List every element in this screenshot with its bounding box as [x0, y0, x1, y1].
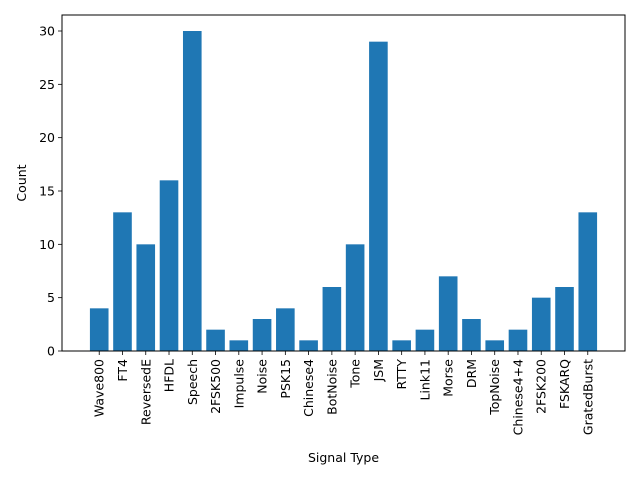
bar-JSM	[369, 41, 388, 352]
x-tick-label: TopNoise	[487, 359, 502, 416]
bar-Noise	[252, 319, 272, 351]
x-tick-label: PSK15	[278, 359, 293, 399]
x-tick-label: Wave800	[92, 359, 107, 417]
y-tick-label: 5	[47, 290, 55, 305]
y-tick-label: 0	[47, 344, 55, 359]
bar-Speech	[182, 31, 202, 351]
bar-Impulse	[229, 340, 249, 351]
y-tick-label: 25	[39, 77, 55, 92]
x-tick-label: 2FSK500	[208, 359, 223, 414]
bar-2FSK500	[206, 329, 225, 351]
y-tick-label: 15	[39, 184, 55, 199]
x-tick-label: 2FSK200	[534, 359, 549, 414]
x-tick-label: DRM	[464, 359, 479, 388]
bar-PSK15	[276, 308, 295, 351]
x-axis-ticks: Wave800 FT4 ReversedE HFDL Speech 2FSK500 Impu…	[92, 351, 595, 435]
x-tick-label: GratedBurst	[580, 359, 595, 435]
y-axis-ticks: 0 5 10 15 20 25 30	[39, 24, 62, 359]
x-tick-label: BotNoise	[324, 359, 339, 415]
bar-TopNoise	[485, 340, 505, 351]
bar-FSKARQ	[555, 287, 574, 351]
x-tick-label: FSKARQ	[557, 359, 572, 409]
bar-DRM	[462, 319, 481, 351]
x-tick-label: Speech	[185, 359, 200, 405]
bar-GratedBurst	[578, 212, 598, 351]
bar-BotNoise	[322, 287, 342, 351]
bar-Chinese4+4	[508, 329, 528, 351]
bar-Wave800	[89, 308, 109, 351]
bar-ReversedE	[136, 244, 156, 351]
plot-frame	[61, 14, 626, 352]
x-tick-label: Link11	[417, 359, 432, 401]
bar-2FSK200	[531, 297, 551, 351]
bar-HFDL	[159, 180, 179, 351]
x-tick-label: RTTY	[394, 359, 409, 390]
bar-FT4	[113, 212, 132, 351]
bar-Tone	[345, 244, 365, 351]
y-tick-label: 10	[39, 237, 55, 252]
bar-RTTY	[392, 340, 411, 351]
x-tick-label: Impulse	[231, 359, 246, 409]
x-tick-label: Chinese4	[301, 359, 316, 417]
x-tick-label: JSM	[371, 359, 386, 382]
bars-group	[89, 31, 598, 352]
y-tick-label: 20	[39, 130, 55, 145]
bar-Morse	[438, 276, 458, 351]
y-axis-label: Count	[14, 164, 29, 201]
x-tick-label: Tone	[348, 359, 363, 389]
x-tick-label: ReversedE	[138, 359, 153, 425]
x-tick-label: Chinese4+4	[510, 359, 525, 435]
x-tick-label: Morse	[441, 359, 456, 397]
bar-Chinese4	[299, 340, 318, 351]
bar-Link11	[415, 329, 435, 351]
y-tick-label: 30	[39, 24, 55, 39]
x-tick-label: HFDL	[162, 359, 177, 392]
x-axis-label: Signal Type	[308, 450, 379, 465]
x-tick-label: FT4	[115, 359, 130, 382]
x-tick-label: Noise	[255, 359, 270, 394]
